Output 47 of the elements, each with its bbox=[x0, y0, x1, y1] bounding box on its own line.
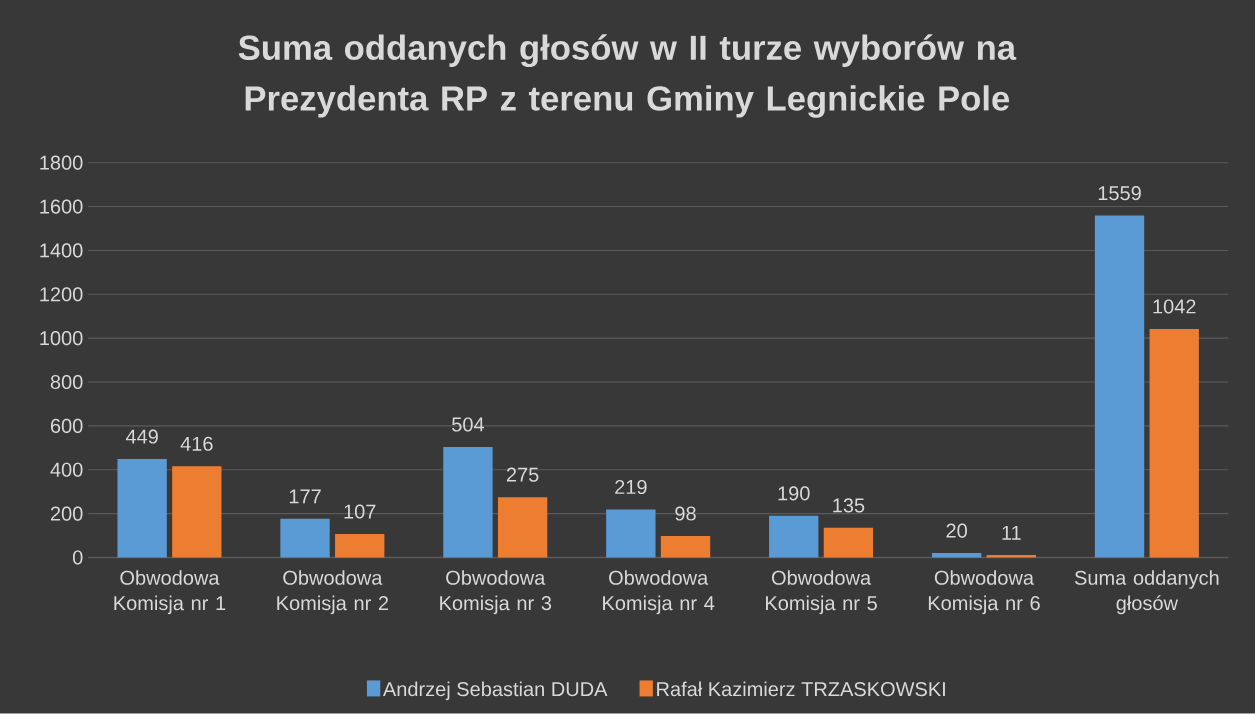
data-label: 1559 bbox=[1098, 186, 1141, 201]
data-label: 275 bbox=[506, 467, 539, 483]
legend-label: Rafał Kazimierz TRZASKOWSKI bbox=[657, 681, 945, 697]
bar bbox=[280, 518, 330, 558]
bar bbox=[335, 534, 385, 558]
bar bbox=[172, 466, 222, 558]
x-tick-label: Obwodowa Komisja nr 5 bbox=[766, 570, 877, 615]
legend-label: Andrzej Sebastian DUDA bbox=[382, 681, 608, 701]
bar bbox=[606, 509, 656, 558]
data-label: 1042 bbox=[1153, 299, 1196, 314]
data-label: 98 bbox=[675, 506, 696, 521]
y-tick-label: 1200 bbox=[40, 287, 83, 302]
y-tick-label: 1800 bbox=[40, 155, 83, 171]
bar bbox=[769, 516, 819, 558]
data-label: 177 bbox=[289, 489, 321, 504]
data-label: 190 bbox=[778, 486, 810, 501]
data-label: 449 bbox=[125, 429, 158, 444]
data-label: 416 bbox=[180, 436, 213, 452]
data-label: 11 bbox=[1002, 526, 1021, 540]
bar bbox=[117, 459, 167, 558]
x-tick-label: Obwodowa Komisja nr 2 bbox=[277, 570, 389, 615]
y-tick-label: 200 bbox=[50, 506, 83, 521]
y-tick-label: 0 bbox=[72, 550, 83, 565]
chart-title: Suma oddanych głosów w II turze wyborów na Prezydenta RP z terenu Gminy Legnickie Pole bbox=[238, 34, 1017, 118]
y-tick-label: 400 bbox=[50, 462, 83, 478]
bar bbox=[1149, 329, 1199, 558]
y-tick-label: 1000 bbox=[40, 331, 83, 346]
bar bbox=[823, 528, 874, 558]
bar bbox=[443, 447, 493, 558]
x-tick-label: Obwodowa Komisja nr 4 bbox=[603, 570, 715, 615]
bar bbox=[660, 536, 711, 558]
data-label: 135 bbox=[833, 498, 865, 513]
x-tick-label: Obwodowa Komisja nr 3 bbox=[440, 570, 552, 615]
bar bbox=[1094, 215, 1145, 558]
x-tick-label: Obwodowa Komisja nr 1 bbox=[114, 570, 226, 615]
data-label: 504 bbox=[452, 417, 485, 432]
y-tick-label: 600 bbox=[50, 419, 83, 434]
y-tick-label: 800 bbox=[50, 375, 83, 390]
data-label: 219 bbox=[615, 480, 647, 495]
y-tick-label: 1600 bbox=[40, 199, 83, 214]
x-tick-label: Suma oddanych głosów bbox=[1074, 570, 1219, 615]
bar bbox=[931, 553, 982, 558]
y-tick-label: 1400 bbox=[40, 243, 83, 258]
data-label: 20 bbox=[946, 523, 967, 538]
bar bbox=[497, 497, 548, 558]
x-tick-label: Obwodowa Komisja nr 6 bbox=[928, 570, 1040, 615]
data-label: 107 bbox=[344, 504, 376, 519]
